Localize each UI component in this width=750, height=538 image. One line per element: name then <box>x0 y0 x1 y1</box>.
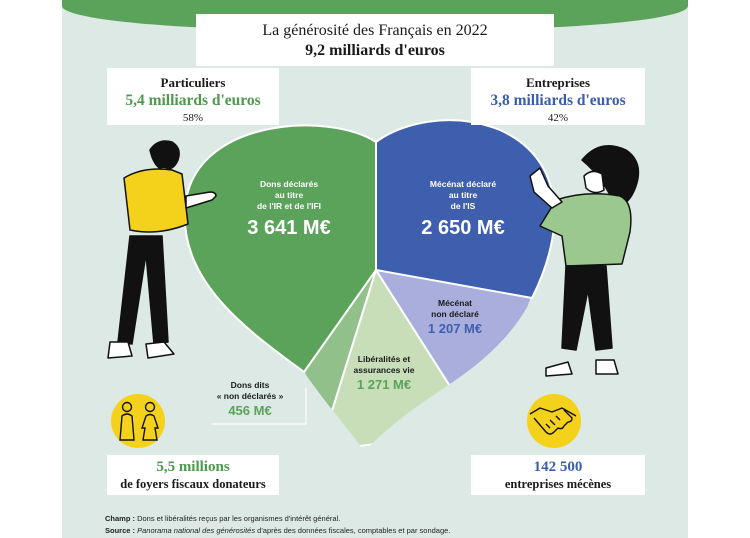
foyers-value: 5,5 millions <box>156 459 230 475</box>
entreprises-mecenes-label: entreprises mécènes <box>504 477 612 491</box>
particuliers-share: 58% <box>182 112 204 124</box>
chart-slices <box>183 119 556 452</box>
label-liberalites-line-0: Libéralités et <box>358 354 411 364</box>
page-subtitle-total: 9,2 milliards d'euros <box>305 42 445 59</box>
entreprises-mecenes-value: 142 500 <box>533 459 583 475</box>
footnote-champ-text: Dons et libéralités reçus par les organi… <box>135 514 341 523</box>
foyers-label: de foyers fiscaux donateurs <box>120 477 266 491</box>
label-mecenat-nd-line-1: non déclaré <box>431 309 479 319</box>
value-ir-line-0: 3 641 M€ <box>247 217 330 239</box>
footnote-source-text: d'après des données fiscales, comptables… <box>255 526 451 535</box>
label-is-line-1: au titre <box>449 190 478 200</box>
page-title: La générosité des Français en 2022 <box>262 22 488 39</box>
footnote-source-label: Source : <box>105 526 136 535</box>
label-is-line-0: Mécénat déclaré <box>430 179 496 189</box>
entreprises-amount: 3,8 milliards d'euros <box>490 92 626 109</box>
value-liberalites-line-0: 1 271 M€ <box>357 377 411 392</box>
entreprises-mecenes-card: 142 500 entreprises mécènes <box>471 455 645 495</box>
handshake-icon <box>527 394 581 448</box>
donors-people-icon <box>111 394 165 448</box>
label-ir-line-1: au titre <box>275 190 304 200</box>
label-ir-line-0: Dons déclarés <box>260 179 318 189</box>
foyers-stat-card: 5,5 millions de foyers fiscaux donateurs <box>107 455 279 495</box>
value-mecenat-nd-line-0: 1 207 M€ <box>428 321 482 336</box>
footnote-source-title: Panorama national des générosités <box>135 526 256 535</box>
title-card: La générosité des Français en 2022 9,2 m… <box>196 14 554 66</box>
footnote-source: Source : Panorama national des générosit… <box>105 526 450 535</box>
entreprises-label: Entreprises <box>525 75 591 90</box>
footnote-champ: Champ : Dons et libéralités reçus par le… <box>105 514 340 523</box>
value-is-line-0: 2 650 M€ <box>421 217 504 239</box>
slice-mecenat-declare <box>375 119 556 300</box>
person-left-illustration <box>107 140 217 359</box>
label-ir-line-2: de l'IR et de l'IFI <box>257 201 321 211</box>
value-dons-nd-line-0: 456 M€ <box>228 403 271 418</box>
label-liberalites-line-1: assurances vie <box>354 365 415 375</box>
particuliers-amount: 5,4 milliards d'euros <box>125 92 261 109</box>
label-dons-nd-line-1: « non déclarés » <box>217 391 284 401</box>
label-mecenat-nd-line-0: Mécénat <box>438 298 472 308</box>
particuliers-card: Particuliers 5,4 milliards d'euros 58% <box>107 68 279 125</box>
footnote-champ-label: Champ : <box>105 514 135 523</box>
person-right-illustration <box>529 145 640 377</box>
particuliers-label: Particuliers <box>160 75 226 90</box>
entreprises-share: 42% <box>547 112 569 124</box>
label-dons-nd-line-0: Dons dits <box>231 380 270 390</box>
label-is-line-2: de l'IS <box>451 201 476 211</box>
leader-line-dons-nd <box>212 388 307 425</box>
entreprises-card: Entreprises 3,8 milliards d'euros 42% <box>471 68 645 125</box>
